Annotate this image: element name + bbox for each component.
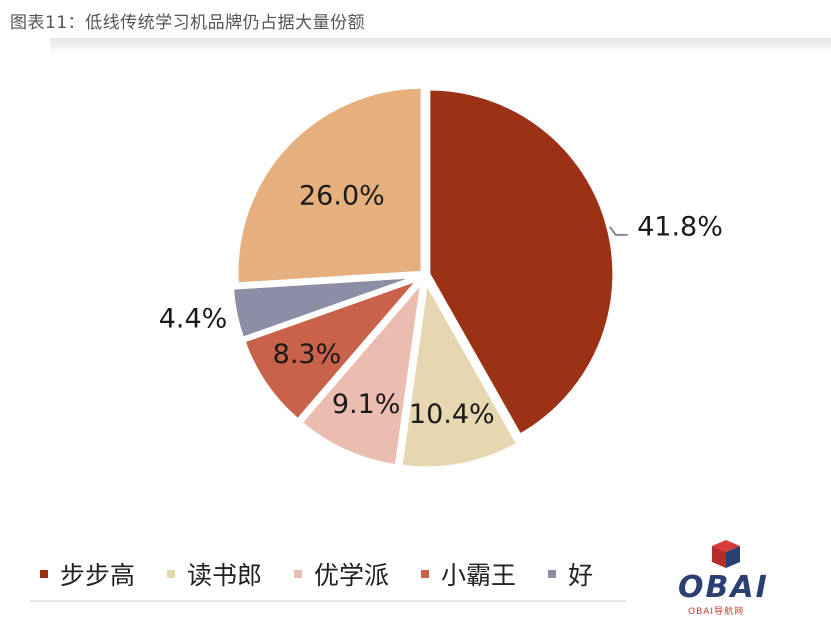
legend-item: 步步高 xyxy=(40,556,135,592)
legend-swatch xyxy=(40,570,48,578)
slice-label: 9.1% xyxy=(332,389,401,420)
watermark-subtext: OBAI导航网 xyxy=(688,607,745,617)
legend-swatch xyxy=(294,570,303,578)
slice-label: 10.4% xyxy=(409,399,495,430)
pie-slice-3 xyxy=(299,277,424,468)
pie-slice-2 xyxy=(399,278,520,470)
chart-legend: 步步高 读书郎 优学派 小霸王 好 xyxy=(40,556,625,592)
footer-divider xyxy=(30,600,830,602)
legend-swatch xyxy=(548,570,557,578)
pie-slice-1 xyxy=(427,87,616,438)
legend-label: 优学派 xyxy=(314,561,390,590)
legend-label: 好 xyxy=(568,561,594,590)
pie-slice-6 xyxy=(235,85,424,286)
legend-swatch xyxy=(421,570,430,578)
leader-line xyxy=(608,226,628,236)
watermark-text: OBAI xyxy=(678,570,769,605)
legend-swatch xyxy=(167,570,176,578)
legend-item: 读书郎 xyxy=(167,556,262,592)
slice-label: 26.0% xyxy=(299,180,385,211)
legend-label: 小霸王 xyxy=(441,561,517,590)
header-divider-shadow xyxy=(50,38,831,54)
legend-item: 小霸王 xyxy=(421,556,516,592)
slice-label: 8.3% xyxy=(273,339,342,370)
legend-item: 优学派 xyxy=(294,556,389,592)
watermark: OBAI OBAI导航网 xyxy=(626,530,831,622)
slice-label: 4.4% xyxy=(159,304,228,335)
legend-label: 读书郎 xyxy=(187,561,263,590)
cube-logo-icon xyxy=(712,540,740,568)
pie-slice-5 xyxy=(230,275,418,341)
legend-label: 步步高 xyxy=(60,561,136,590)
figure-title: 图表11：低线传统学习机品牌仍占据大量份额 xyxy=(10,13,366,33)
pie-slice-4 xyxy=(242,276,424,422)
slice-label: 41.8% xyxy=(637,212,723,243)
legend-item: 好 xyxy=(548,556,593,592)
